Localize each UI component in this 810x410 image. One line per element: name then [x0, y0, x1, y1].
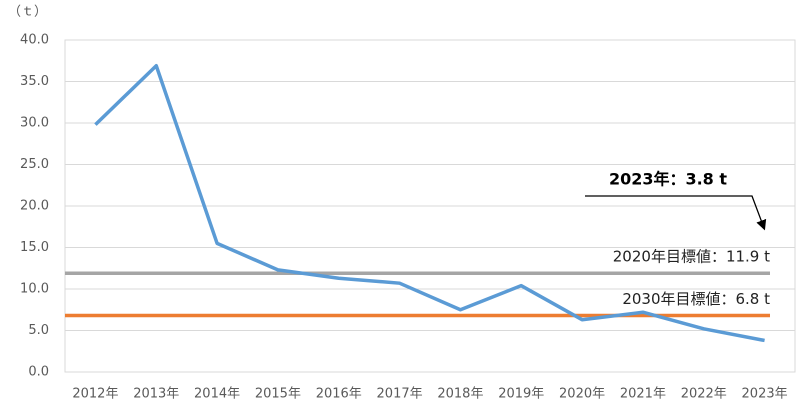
annotation: 2023年：3.8 t — [609, 170, 727, 189]
x-tick-label: 2015年 — [255, 387, 301, 402]
y-tick-label: 15.0 — [20, 240, 49, 255]
y-tick-label: 5.0 — [28, 323, 49, 338]
x-tick-label: 2022年 — [681, 387, 727, 402]
x-tick-label: 2020年 — [559, 387, 605, 402]
reference-label: 2030年目標値：6.8 t — [622, 290, 770, 308]
x-tick-label: 2012年 — [72, 387, 118, 402]
x-tick-label: 2018年 — [437, 387, 483, 402]
y-tick-label: 25.0 — [20, 157, 49, 172]
x-tick-label: 2017年 — [377, 387, 423, 402]
y-tick-label: 30.0 — [20, 116, 49, 131]
plot-area — [64, 39, 796, 373]
x-tick-label: 2016年 — [316, 387, 362, 402]
x-tick-label: 2014年 — [194, 387, 240, 402]
y-tick-label: 10.0 — [20, 282, 49, 297]
y-tick-label: 40.0 — [20, 33, 49, 48]
x-tick-label: 2021年 — [620, 387, 666, 402]
reference-label: 2020年目標値：11.9 t — [613, 248, 770, 266]
x-tick-label: 2013年 — [133, 387, 179, 402]
x-tick-label: 2023年 — [742, 387, 788, 402]
y-tick-label: 0.0 — [28, 365, 49, 380]
y-tick-label: 35.0 — [20, 74, 49, 89]
annotation-arrow — [585, 195, 767, 231]
data-line — [94, 63, 765, 343]
y-unit: （ｔ） — [8, 5, 47, 20]
x-tick-label: 2019年 — [498, 387, 544, 402]
y-tick-label: 20.0 — [20, 199, 49, 214]
